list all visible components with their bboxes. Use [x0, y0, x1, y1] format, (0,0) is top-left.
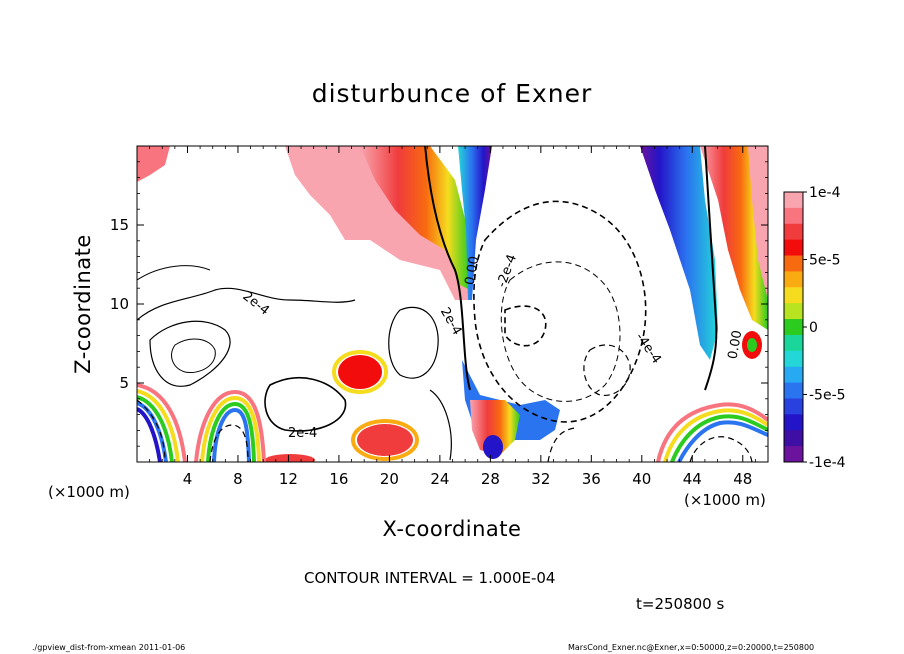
y-tick-label: 15	[110, 216, 129, 234]
x-tick-label: 4	[183, 470, 193, 488]
colorbar-segment	[784, 223, 803, 241]
colorbar-segment	[784, 350, 803, 368]
cold-region-upper	[458, 146, 492, 300]
x-tick-label: 48	[733, 470, 752, 488]
x-tick-label: 20	[380, 470, 399, 488]
x-axis-title: X-coordinate	[383, 517, 522, 541]
warm-blob-mid	[338, 355, 382, 389]
colorbar-tick-label: -1e-4	[809, 455, 846, 471]
arc-bottom-right	[656, 402, 768, 462]
warm-blob-right-core	[747, 338, 757, 352]
warm-blob-low	[357, 424, 413, 456]
x-axis: 4 8 12 16 20 24 28 32 36 40 44 48	[149, 146, 756, 488]
colorbar-segment	[784, 303, 803, 320]
y-tick-label: 10	[110, 295, 129, 313]
warm-region-lower-center	[470, 400, 520, 455]
colorbar-segment	[784, 319, 803, 336]
plot-area: 2e-4 2e-4 2e-4 0.00 -2e-4 -4e-4 0.00	[137, 146, 768, 462]
colorbar-segment	[784, 255, 803, 272]
colorbar-segment	[784, 207, 803, 225]
contour-label: 2e-4	[288, 426, 317, 441]
footer-left: ./gpview_dist-from-xmean 2011-01-06	[32, 643, 185, 652]
colorbar-segment	[784, 192, 803, 209]
x-tick-label: 44	[683, 470, 702, 488]
contour-lines	[137, 146, 718, 461]
colorbar-segment	[784, 398, 803, 415]
colorbar-segment	[784, 446, 803, 463]
time-label: t=250800 s	[636, 595, 724, 613]
warm-region-upper-core	[360, 146, 470, 290]
colorbar-segment	[784, 366, 803, 384]
colorbar: 1e-4 5e-5 0 -5e-5 -1e-4	[783, 185, 846, 471]
x-tick-label: 40	[632, 470, 651, 488]
cold-region-right	[640, 146, 718, 360]
x-tick-label: 16	[329, 470, 348, 488]
colorbar-segment	[784, 287, 803, 304]
chart-title: disturbunce of Exner	[312, 79, 593, 108]
x-tick-label: 36	[582, 470, 601, 488]
x-tick-label: 24	[430, 470, 449, 488]
colorbar-segment	[784, 334, 803, 352]
warm-blob-low-edge	[351, 419, 419, 461]
colorbar-tick-label: 0	[809, 320, 818, 336]
colorbar-segment	[784, 271, 803, 288]
warm-blob-bottom	[265, 454, 315, 462]
colorbar-tick-label: 1e-4	[809, 185, 841, 201]
warm-region-right-edge	[748, 146, 768, 300]
footer-right: MarsCond_Exner.nc@Exner,x=0:50000,z=0:20…	[568, 643, 814, 652]
y-axis: 5 10 15	[110, 161, 768, 447]
x-unit-label: (×1000 m)	[48, 483, 130, 501]
contour-label: 0.00	[726, 329, 746, 360]
colorbar-tick-label: -5e-5	[809, 388, 846, 404]
warm-blob-mid-edge	[332, 350, 388, 394]
x-unit-label-right: (×1000 m)	[684, 491, 766, 509]
y-axis-title: Z-coordinate	[71, 234, 95, 374]
x-tick-label: 8	[233, 470, 243, 488]
warm-region-topleft	[137, 146, 170, 182]
colorbar-segment	[784, 430, 803, 447]
contour-label: 0.00	[463, 255, 483, 286]
x-tick-label: 32	[531, 470, 550, 488]
warm-region-right	[700, 146, 768, 330]
contour-lines-dashed	[137, 200, 753, 462]
colorbar-segment	[784, 382, 803, 399]
colorbar-segment	[784, 414, 803, 431]
colorbar-tick-label: 5e-5	[809, 253, 840, 269]
x-tick-label: 12	[279, 470, 298, 488]
arc-bottom-mid	[194, 389, 266, 462]
y-tick-label: 5	[119, 374, 129, 392]
colorbar-segment	[784, 239, 803, 257]
x-tick-label: 28	[481, 470, 500, 488]
cold-core-lower-center	[483, 435, 503, 459]
contour-interval-label: CONTOUR INTERVAL = 1.000E-04	[304, 569, 555, 587]
